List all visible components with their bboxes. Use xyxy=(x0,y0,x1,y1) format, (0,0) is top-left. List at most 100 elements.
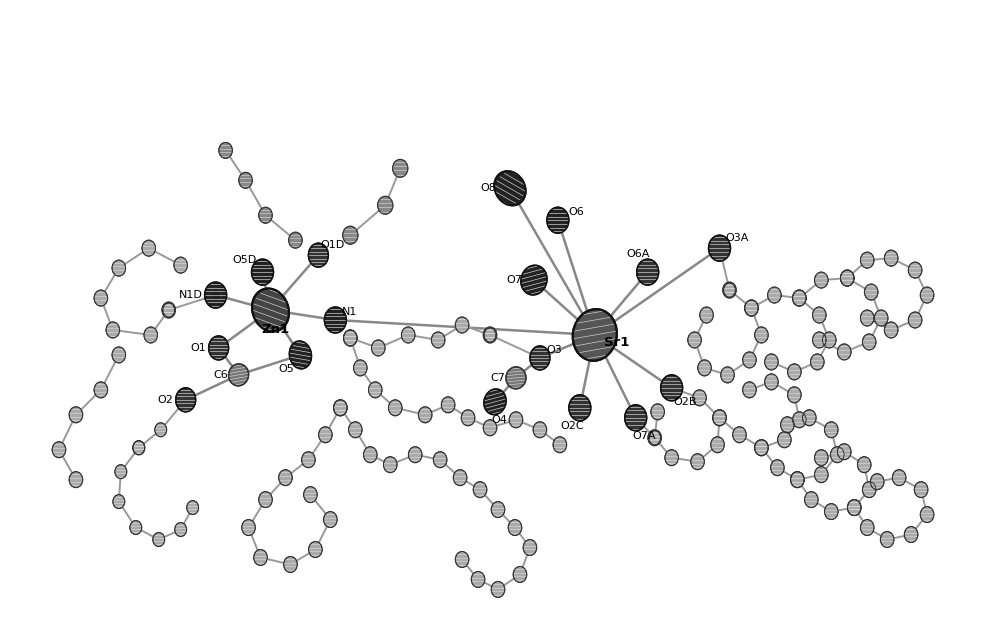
Ellipse shape xyxy=(284,556,297,572)
Text: O2C: O2C xyxy=(560,420,584,431)
Ellipse shape xyxy=(506,367,526,389)
Ellipse shape xyxy=(771,460,784,476)
Ellipse shape xyxy=(778,432,791,447)
Ellipse shape xyxy=(745,300,758,316)
Ellipse shape xyxy=(69,472,83,488)
Ellipse shape xyxy=(713,410,726,426)
Ellipse shape xyxy=(176,388,196,412)
Ellipse shape xyxy=(755,440,768,456)
Ellipse shape xyxy=(811,354,824,370)
Ellipse shape xyxy=(625,405,647,431)
Ellipse shape xyxy=(112,260,126,276)
Text: Sr1: Sr1 xyxy=(604,337,629,349)
Text: O3: O3 xyxy=(546,345,562,355)
Ellipse shape xyxy=(289,232,302,248)
Ellipse shape xyxy=(815,272,828,288)
Ellipse shape xyxy=(788,387,801,403)
Ellipse shape xyxy=(791,472,804,488)
Ellipse shape xyxy=(302,452,315,468)
Ellipse shape xyxy=(210,288,222,302)
Ellipse shape xyxy=(743,382,756,398)
Ellipse shape xyxy=(714,241,725,255)
Ellipse shape xyxy=(142,240,156,256)
Ellipse shape xyxy=(904,526,918,542)
Ellipse shape xyxy=(388,400,402,416)
Text: O5D: O5D xyxy=(232,255,257,265)
Ellipse shape xyxy=(648,429,661,445)
Ellipse shape xyxy=(920,287,934,303)
Text: O7A: O7A xyxy=(632,431,655,441)
Ellipse shape xyxy=(700,307,713,323)
Ellipse shape xyxy=(94,290,108,306)
Ellipse shape xyxy=(791,472,804,488)
Ellipse shape xyxy=(651,404,664,420)
Ellipse shape xyxy=(115,465,127,479)
Ellipse shape xyxy=(793,290,806,306)
Ellipse shape xyxy=(378,196,393,214)
Text: O7: O7 xyxy=(506,275,522,285)
Ellipse shape xyxy=(793,412,806,428)
Ellipse shape xyxy=(830,447,844,463)
Ellipse shape xyxy=(661,375,683,401)
Text: C6: C6 xyxy=(213,370,228,380)
Ellipse shape xyxy=(455,317,469,333)
Ellipse shape xyxy=(259,492,272,508)
Ellipse shape xyxy=(229,364,249,386)
Ellipse shape xyxy=(805,492,818,508)
Ellipse shape xyxy=(884,250,898,266)
Ellipse shape xyxy=(484,389,506,415)
Ellipse shape xyxy=(471,572,485,587)
Ellipse shape xyxy=(484,328,496,342)
Text: O1: O1 xyxy=(191,343,207,353)
Ellipse shape xyxy=(441,397,455,413)
Ellipse shape xyxy=(847,499,861,515)
Ellipse shape xyxy=(180,393,192,407)
Ellipse shape xyxy=(649,431,661,445)
Text: O4: O4 xyxy=(491,415,507,425)
Ellipse shape xyxy=(368,382,382,398)
Ellipse shape xyxy=(768,287,781,303)
Ellipse shape xyxy=(815,467,828,483)
Ellipse shape xyxy=(408,447,422,463)
Ellipse shape xyxy=(793,290,806,306)
Ellipse shape xyxy=(724,283,735,297)
Ellipse shape xyxy=(153,533,165,547)
Ellipse shape xyxy=(319,427,332,443)
Ellipse shape xyxy=(815,450,828,465)
Ellipse shape xyxy=(860,252,874,268)
Ellipse shape xyxy=(813,332,826,348)
Ellipse shape xyxy=(455,551,469,567)
Ellipse shape xyxy=(349,422,362,438)
Ellipse shape xyxy=(803,410,816,426)
Ellipse shape xyxy=(533,422,547,438)
Ellipse shape xyxy=(880,531,894,547)
Ellipse shape xyxy=(259,207,272,223)
Ellipse shape xyxy=(824,504,838,520)
Ellipse shape xyxy=(637,259,659,285)
Ellipse shape xyxy=(461,410,475,426)
Ellipse shape xyxy=(363,447,377,463)
Ellipse shape xyxy=(309,542,322,558)
Text: N1: N1 xyxy=(342,307,357,317)
Text: N1D: N1D xyxy=(179,290,203,300)
Ellipse shape xyxy=(691,454,704,470)
Ellipse shape xyxy=(892,470,906,486)
Ellipse shape xyxy=(860,520,874,535)
Ellipse shape xyxy=(509,412,523,428)
Ellipse shape xyxy=(908,262,922,278)
Ellipse shape xyxy=(723,282,736,298)
Ellipse shape xyxy=(508,520,522,535)
Ellipse shape xyxy=(513,567,527,583)
Ellipse shape xyxy=(242,520,255,535)
Ellipse shape xyxy=(813,307,826,323)
Ellipse shape xyxy=(473,481,487,497)
Ellipse shape xyxy=(709,235,730,261)
Ellipse shape xyxy=(824,422,838,438)
Ellipse shape xyxy=(144,327,158,343)
Ellipse shape xyxy=(847,499,861,515)
Ellipse shape xyxy=(344,330,357,346)
Ellipse shape xyxy=(920,506,934,522)
Ellipse shape xyxy=(289,341,312,369)
Ellipse shape xyxy=(334,400,347,416)
Ellipse shape xyxy=(665,380,678,396)
